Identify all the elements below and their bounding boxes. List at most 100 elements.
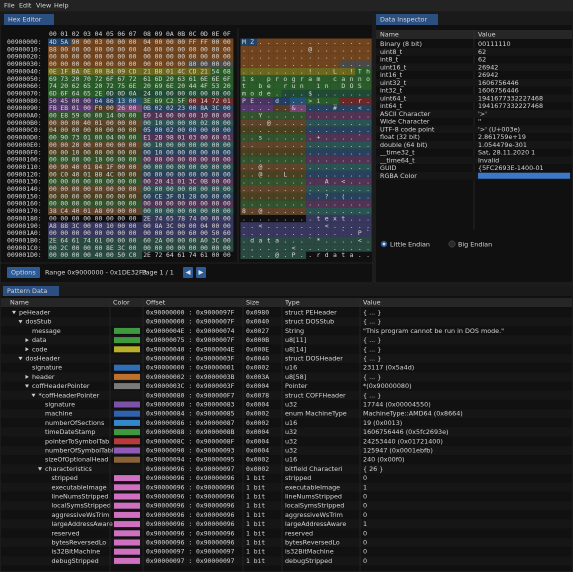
hex-byte: 88	[60, 222, 68, 230]
column-header: Value	[478, 31, 496, 39]
menu-item[interactable]: Edit	[19, 2, 32, 10]
byte-highlight	[93, 53, 105, 61]
byte-highlight	[142, 207, 154, 215]
ascii-highlight	[281, 67, 290, 76]
hex-byte: 68	[223, 67, 231, 75]
hex-byte: 02	[166, 126, 174, 134]
hex-editor-tab[interactable]	[4, 14, 54, 25]
ascii-highlight	[297, 229, 307, 237]
byte-highlight	[210, 141, 222, 149]
row-stripe	[1, 537, 572, 548]
hex-byte: 00	[72, 192, 80, 200]
ascii-highlight	[297, 38, 307, 46]
expand-arrow[interactable]	[18, 356, 23, 361]
expand-arrow[interactable]	[12, 310, 16, 315]
hex-byte: 03	[189, 134, 197, 142]
ascii-highlight	[338, 178, 348, 186]
pattern-data-tab[interactable]	[3, 286, 59, 296]
ascii-highlight	[338, 200, 348, 208]
ascii-highlight	[347, 97, 356, 105]
ascii-highlight	[355, 200, 364, 208]
pattern-color	[114, 401, 140, 408]
byte-highlight	[105, 112, 117, 120]
data-inspector-tab[interactable]	[376, 14, 438, 25]
pattern-size: 1 bit	[246, 502, 265, 510]
ascii-highlight	[240, 229, 249, 237]
pattern-type: struct DOSStub	[285, 318, 334, 326]
ascii-highlight	[306, 207, 315, 215]
expand-arrow[interactable]	[38, 467, 42, 471]
big-endian-radio[interactable]	[448, 240, 456, 248]
hex-byte: 00	[177, 156, 185, 164]
ascii-highlight	[363, 185, 372, 193]
hex-byte: 00	[95, 134, 103, 142]
hex-byte: 64	[166, 251, 174, 259]
byte-highlight	[153, 112, 165, 120]
hex-byte: 00	[49, 192, 57, 200]
address: 00900080:	[7, 97, 42, 105]
hex-byte: 00	[49, 170, 57, 178]
ascii-highlight	[322, 156, 331, 164]
expand-arrow[interactable]	[25, 374, 29, 379]
byte-highlight	[116, 97, 128, 105]
options-button[interactable]	[7, 267, 40, 278]
hex-byte: 14	[200, 97, 208, 105]
hex-byte: CD	[189, 67, 197, 75]
expand-arrow[interactable]	[25, 384, 29, 388]
pattern-name: header	[32, 373, 55, 381]
ascii-highlight	[256, 45, 266, 54]
hex-byte: 00	[60, 156, 68, 164]
hex-byte: 00	[129, 207, 137, 215]
ascii-highlight	[306, 141, 315, 149]
byte-highlight	[187, 244, 200, 252]
ascii-highlight	[306, 45, 315, 54]
byte-highlight	[165, 214, 177, 223]
menu-item[interactable]: Help	[54, 2, 69, 10]
hex-byte: 00	[223, 244, 231, 252]
byte-highlight	[116, 112, 128, 120]
ascii-highlight	[330, 178, 339, 186]
page-label: Page 1 / 1	[142, 269, 174, 277]
ascii-highlight	[363, 192, 372, 201]
ascii-highlight	[265, 53, 274, 61]
address: 00900040:	[7, 67, 42, 75]
byte-highlight	[116, 192, 128, 201]
hex-byte: 00	[117, 119, 125, 127]
ascii-highlight	[289, 200, 298, 208]
menu-item[interactable]: View	[36, 2, 51, 10]
ascii-highlight	[297, 185, 307, 193]
menu-item[interactable]: File	[4, 2, 15, 10]
hex-byte: 40	[83, 119, 91, 127]
expand-arrow[interactable]	[18, 320, 23, 324]
ascii-highlight	[289, 222, 298, 230]
hex-byte: 00	[129, 156, 137, 164]
ascii-highlight	[289, 119, 298, 127]
hex-byte: 61	[72, 236, 80, 244]
little-endian-label: Little Endian	[390, 241, 430, 249]
pattern-name: sizeOfOptionalHead	[45, 456, 108, 464]
ascii-highlight	[306, 119, 315, 127]
byte-highlight	[199, 229, 211, 237]
hex-byte: 00	[177, 163, 185, 171]
hex-byte: 00	[189, 163, 197, 171]
hex-byte: 00	[117, 192, 125, 200]
byte-highlight	[105, 207, 117, 215]
ascii-highlight	[330, 207, 339, 215]
ascii-highlight	[330, 67, 339, 76]
expand-arrow[interactable]	[25, 338, 29, 343]
ascii-highlight	[297, 192, 307, 201]
byte-highlight	[116, 141, 128, 149]
expand-arrow[interactable]	[25, 347, 29, 352]
ascii-highlight	[248, 200, 257, 208]
ascii-highlight	[322, 192, 331, 201]
address: 00900190:	[7, 222, 42, 230]
ascii-highlight	[363, 45, 372, 54]
ascii-highlight	[347, 163, 356, 171]
hex-byte: 69	[155, 97, 163, 105]
expand-arrow[interactable]	[31, 393, 36, 398]
pattern-color	[114, 530, 140, 537]
byte-highlight	[187, 97, 200, 105]
hex-byte: 00	[177, 185, 185, 193]
hex-byte: 61	[189, 75, 197, 83]
row-stripe	[1, 317, 572, 327]
